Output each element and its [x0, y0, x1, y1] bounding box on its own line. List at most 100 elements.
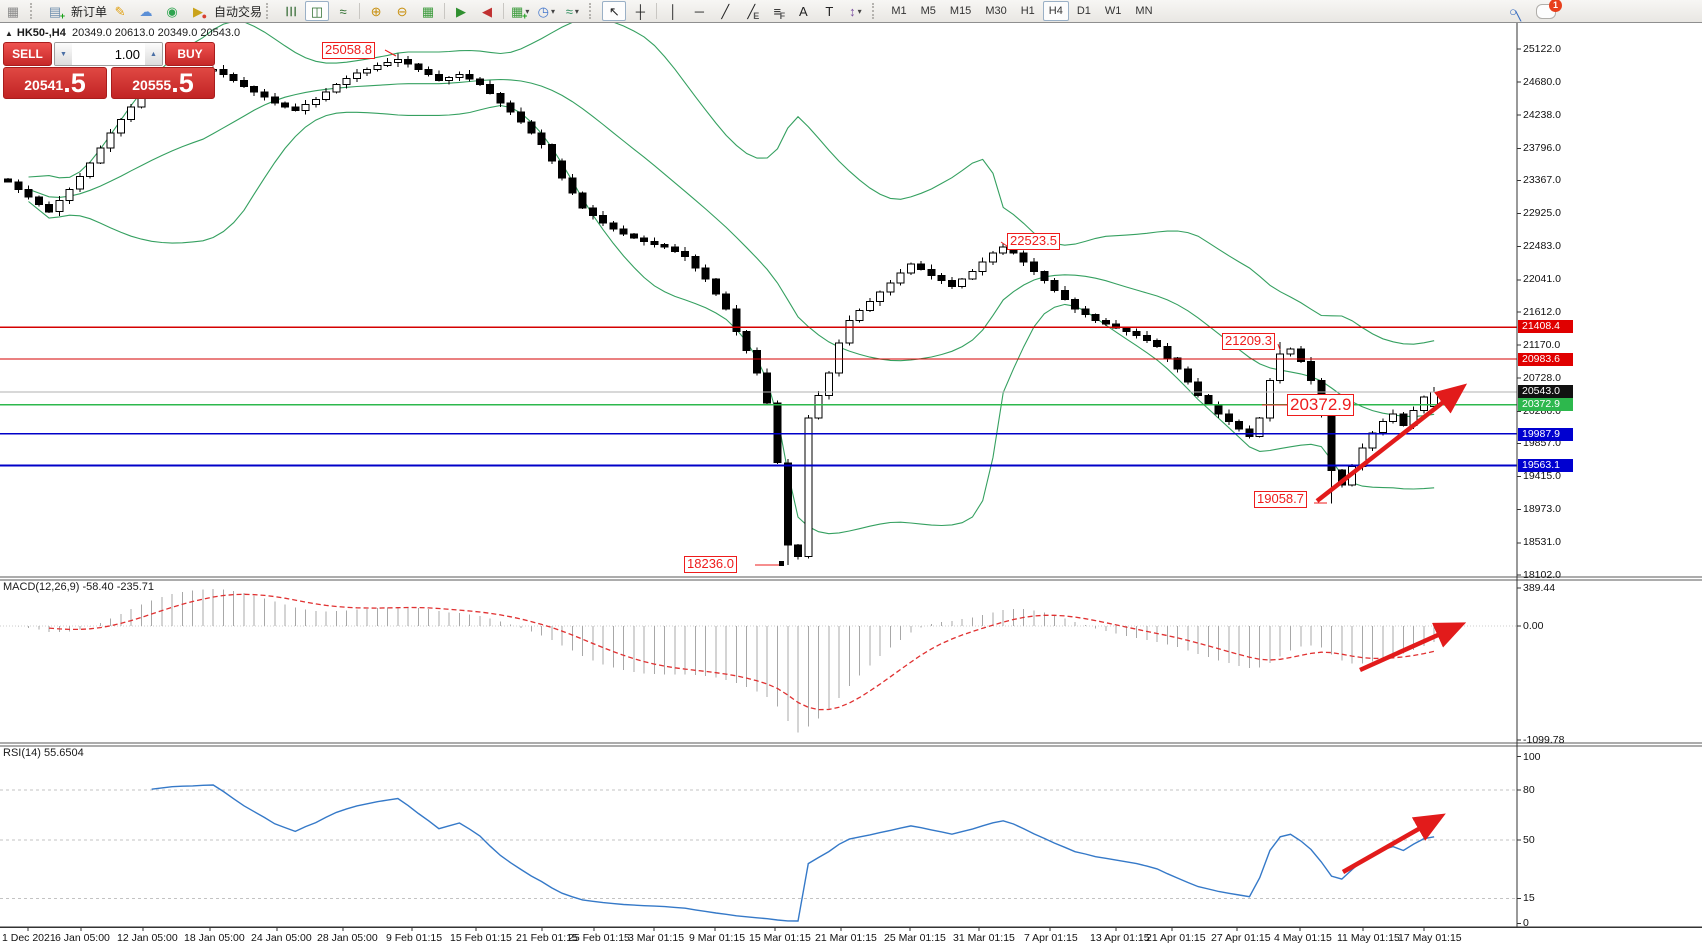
price-axis-label: 24238.0	[1523, 108, 1561, 121]
timeframe-mn-button[interactable]: MN	[1135, 5, 1153, 17]
timeframe-m5-button[interactable]: M5	[920, 5, 936, 17]
toolbar-separator	[656, 3, 658, 19]
callout-connector	[1277, 343, 1281, 351]
candle	[75, 176, 84, 190]
bollinger-upper[interactable]	[28, 18, 1435, 345]
candlestick-chart-icon: ◫	[310, 3, 324, 19]
price-callout-18236.0[interactable]: 18236.0	[684, 556, 737, 573]
crosshair-button[interactable]: ┼	[628, 1, 652, 21]
sell-price-frac: .5	[63, 68, 86, 98]
fibonacci-icon-overlay: F	[779, 10, 786, 21]
candlestick-chart-button[interactable]: ◫	[305, 1, 330, 21]
candle	[127, 106, 136, 121]
price-axis-label: 18531.0	[1523, 536, 1561, 549]
bar-chart-button[interactable]: ☰	[279, 1, 303, 21]
candle	[845, 319, 854, 344]
toolbar-grip	[872, 3, 881, 19]
notifications-icon[interactable]: 1	[1536, 0, 1562, 19]
fibonacci-button[interactable]: ≡ F	[765, 1, 789, 21]
zoom-in-button[interactable]: ⊕	[364, 1, 388, 21]
price-callout-25058.8[interactable]: 25058.8	[322, 42, 375, 59]
charts-panel-button[interactable]: ▦	[1, 1, 25, 21]
candle	[270, 96, 279, 104]
macd-scale-label: 389.44	[1523, 582, 1556, 594]
candle	[896, 272, 905, 284]
new-order-button[interactable]: ▤ +	[43, 1, 67, 21]
label-button[interactable]: T	[817, 1, 841, 21]
candle	[65, 188, 74, 202]
zoom-out-button[interactable]: ⊖	[390, 1, 414, 21]
collapse-arrow-icon[interactable]: ▲	[5, 29, 13, 38]
uptrend-arrow-price[interactable]	[1315, 383, 1468, 503]
search-button[interactable]: ○ ╲	[1501, 1, 1525, 21]
uptrend-arrow-macd[interactable]	[1359, 622, 1467, 673]
chart-shift-button[interactable]: ◀	[475, 1, 499, 21]
period-icon: ◷	[537, 3, 549, 19]
uptrend-arrow-rsi[interactable]	[1341, 813, 1446, 874]
buy-price[interactable]: 20555.5	[111, 67, 215, 99]
candle	[588, 207, 597, 216]
candle	[876, 291, 885, 303]
line-chart-button[interactable]: ≈	[331, 1, 355, 21]
text-button[interactable]: A	[791, 1, 815, 21]
chart-styler-button[interactable]: ✎	[108, 1, 132, 21]
period-button[interactable]: ◷ ▾	[534, 1, 558, 21]
rsi-plot	[151, 784, 1435, 922]
vertical-line-button[interactable]: │	[661, 1, 685, 21]
candle	[1050, 280, 1059, 291]
price-callout-22523.5[interactable]: 22523.5	[1007, 233, 1060, 250]
price-axis-label: 22041.0	[1523, 273, 1561, 286]
candle	[958, 278, 967, 288]
tile-windows-button[interactable]: ▦	[416, 1, 440, 21]
timeframe-m30-button[interactable]: M30	[985, 5, 1007, 17]
signals-button[interactable]: ◉	[160, 1, 184, 21]
trendline-button[interactable]: ╱	[713, 1, 737, 21]
candle	[86, 162, 95, 177]
price-callout-21209.3[interactable]: 21209.3	[1222, 333, 1275, 350]
timeframe-m15-button[interactable]: M15	[949, 5, 972, 17]
candle	[1327, 413, 1336, 471]
cursor-button[interactable]: ↖	[602, 1, 627, 21]
candle	[1081, 308, 1090, 315]
new-chart-icon-overlay: +	[522, 10, 528, 21]
timeframe-m1-button[interactable]: M1	[891, 5, 907, 17]
volume-increase-button[interactable]: ▲	[145, 43, 162, 65]
auto-trading-button[interactable]: ▶ ●	[186, 1, 210, 21]
new-chart-button[interactable]: ▦ + ▾	[508, 1, 532, 21]
arrows-button[interactable]: ↕ ▾	[843, 1, 867, 21]
candle	[691, 256, 700, 269]
indicators-button[interactable]: ≈ ▾	[560, 1, 584, 21]
bar-chart-icon: ☰	[283, 5, 299, 17]
volume-input[interactable]	[72, 43, 145, 65]
trendline-icon: ╱	[721, 3, 730, 19]
timeframe-h1-button[interactable]: H1	[1020, 5, 1035, 17]
candle	[311, 98, 320, 106]
timeframe-w1-button[interactable]: W1	[1104, 5, 1122, 17]
sell-price[interactable]: 20541.5	[3, 67, 107, 99]
candle	[681, 251, 690, 258]
volume-decrease-button[interactable]: ▼	[55, 43, 72, 65]
price-callout-20372.9[interactable]: 20372.9	[1287, 394, 1355, 416]
callout-handle[interactable]	[779, 561, 784, 566]
timeframe-d1-button[interactable]: D1	[1076, 5, 1091, 17]
label-icon: T	[825, 3, 834, 19]
time-axis-label: 21 Mar 01:15	[815, 932, 877, 944]
indicators-icon: ≈	[565, 3, 573, 19]
candle	[496, 92, 505, 104]
candle	[116, 119, 125, 134]
price-callout-19058.7[interactable]: 19058.7	[1254, 491, 1307, 508]
candle	[568, 177, 577, 194]
candle	[824, 372, 833, 396]
bollinger-lower[interactable]	[28, 104, 1435, 535]
buy-button[interactable]: BUY	[165, 42, 215, 66]
horizontal-line-button[interactable]: ─	[687, 1, 711, 21]
profiles-button[interactable]: ☁	[134, 1, 158, 21]
auto-scroll-button[interactable]: ▶	[449, 1, 473, 21]
toolbar-separator	[359, 3, 361, 19]
sell-button[interactable]: SELL	[3, 42, 52, 66]
bollinger-middle[interactable]	[28, 78, 1435, 418]
timeframe-h4-button[interactable]: H4	[1042, 1, 1069, 21]
rsi-line	[151, 784, 1435, 922]
channel-button[interactable]: ╱ E	[739, 1, 763, 21]
